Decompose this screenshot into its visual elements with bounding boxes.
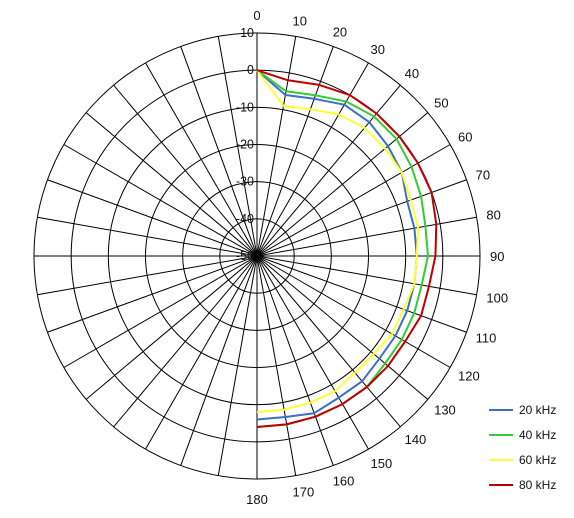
grid-spoke xyxy=(37,216,258,257)
grid-spoke xyxy=(256,255,369,450)
radial-tick-label: -50 xyxy=(236,249,254,263)
radial-tick-label: -10 xyxy=(236,100,254,114)
legend-label: 40 kHz xyxy=(519,428,556,442)
angle-tick-label: 90 xyxy=(490,249,504,264)
angle-tick-label: 30 xyxy=(371,42,385,57)
angle-tick-label: 120 xyxy=(458,369,480,384)
grid-spoke xyxy=(180,46,258,257)
angle-tick-label: 0 xyxy=(253,8,260,23)
angle-tick-label: 170 xyxy=(293,484,315,499)
radial-tick-label: -20 xyxy=(236,138,254,152)
radial-tick-label: 0 xyxy=(247,63,254,77)
grid-spoke xyxy=(113,84,258,257)
grid-spoke xyxy=(47,179,258,257)
legend-label: 80 kHz xyxy=(519,478,556,492)
grid-spoke xyxy=(37,255,258,296)
grid-spoke xyxy=(113,255,258,428)
grid-spoke xyxy=(256,255,467,333)
center-point xyxy=(252,251,262,261)
angle-tick-label: 10 xyxy=(293,14,307,29)
radial-tick-label: -40 xyxy=(236,212,254,226)
grid-spoke xyxy=(217,255,258,476)
angle-tick-label: 60 xyxy=(458,130,472,145)
series-line-60-khz xyxy=(256,69,419,414)
radial-tick-label: 10 xyxy=(240,26,254,40)
grid-spoke xyxy=(85,112,258,257)
legend-label: 20 kHz xyxy=(519,403,556,417)
grid-spoke xyxy=(63,144,258,257)
angle-tick-label: 50 xyxy=(434,95,448,110)
angle-tick-label: 180 xyxy=(246,492,268,507)
series-layer xyxy=(256,69,438,428)
angle-tick-label: 140 xyxy=(405,432,427,447)
grid-spoke xyxy=(47,255,258,333)
angle-tick-label: 80 xyxy=(486,208,500,223)
angle-tick-label: 130 xyxy=(434,403,456,418)
axis-labels: 100-10-20-30-40-500 102030405060708090100… xyxy=(236,8,508,507)
grid-spoke xyxy=(85,255,258,400)
grid-spoke xyxy=(145,255,258,450)
legend: 20 kHz 40 kHz 60 kHz 80 kHz xyxy=(489,403,556,492)
grid-spoke xyxy=(256,255,451,368)
angle-tick-label: 20 xyxy=(333,24,347,39)
grid-spoke xyxy=(256,255,429,400)
grid-spoke xyxy=(256,255,297,476)
grid-spoke xyxy=(180,255,258,466)
angle-tick-label: 40 xyxy=(405,66,419,81)
series-line-40-khz xyxy=(256,69,429,428)
grid-spoke xyxy=(256,255,334,466)
angle-tick-label: 160 xyxy=(333,474,355,489)
angle-tick-label: 110 xyxy=(476,331,497,346)
angle-tick-label: 150 xyxy=(371,456,393,471)
angle-tick-label: 100 xyxy=(486,291,508,306)
legend-label: 60 kHz xyxy=(519,453,556,467)
grid-spoke xyxy=(63,255,258,368)
grid-spoke xyxy=(256,255,477,296)
series-line-80-khz xyxy=(256,69,438,428)
grid-spoke xyxy=(256,255,401,428)
grid-spoke xyxy=(217,36,258,257)
grid-spoke xyxy=(256,36,297,257)
grid-spoke xyxy=(256,216,477,257)
grid-spoke xyxy=(145,62,258,257)
radial-tick-label: -30 xyxy=(236,175,254,189)
grid-spoke xyxy=(256,46,334,257)
angle-tick-label: 70 xyxy=(476,167,490,182)
